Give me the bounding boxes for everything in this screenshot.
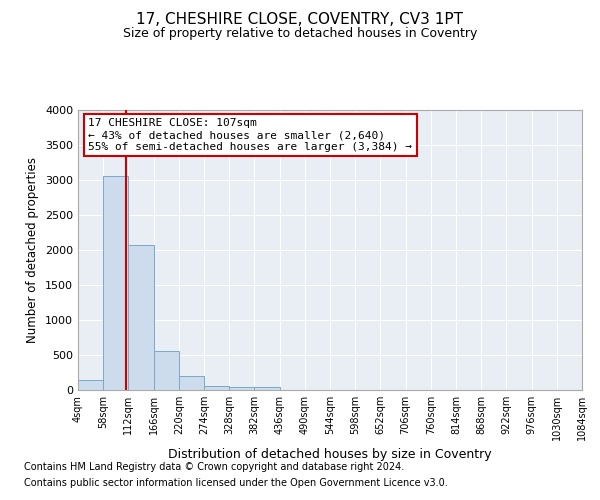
- Bar: [229, 386, 254, 390]
- Text: Contains public sector information licensed under the Open Government Licence v3: Contains public sector information licen…: [24, 478, 448, 488]
- Text: 17 CHESHIRE CLOSE: 107sqm
← 43% of detached houses are smaller (2,640)
55% of se: 17 CHESHIRE CLOSE: 107sqm ← 43% of detac…: [88, 118, 412, 152]
- Bar: [154, 351, 179, 390]
- Bar: [179, 376, 204, 390]
- Bar: [204, 386, 229, 390]
- X-axis label: Distribution of detached houses by size in Coventry: Distribution of detached houses by size …: [168, 448, 492, 462]
- Y-axis label: Number of detached properties: Number of detached properties: [26, 157, 40, 343]
- Bar: [128, 245, 154, 390]
- Bar: [78, 380, 103, 390]
- Bar: [254, 386, 280, 390]
- Text: Size of property relative to detached houses in Coventry: Size of property relative to detached ho…: [123, 28, 477, 40]
- Bar: [103, 176, 128, 390]
- Text: 17, CHESHIRE CLOSE, COVENTRY, CV3 1PT: 17, CHESHIRE CLOSE, COVENTRY, CV3 1PT: [137, 12, 464, 28]
- Text: Contains HM Land Registry data © Crown copyright and database right 2024.: Contains HM Land Registry data © Crown c…: [24, 462, 404, 472]
